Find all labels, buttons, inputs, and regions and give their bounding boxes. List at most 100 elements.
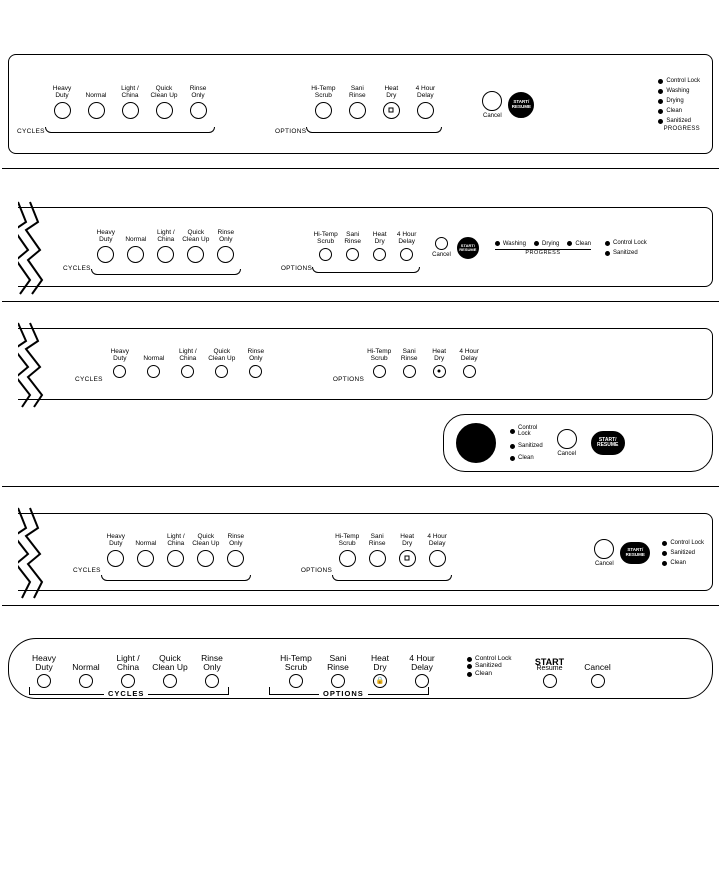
cancel-button[interactable] bbox=[594, 539, 614, 559]
cycle-label: Light / China bbox=[179, 347, 197, 363]
cycle-button[interactable] bbox=[97, 246, 114, 263]
cycle-button[interactable] bbox=[215, 365, 228, 378]
option-button[interactable] bbox=[415, 674, 429, 688]
cancel-button[interactable] bbox=[435, 237, 448, 250]
cycle-label: Heavy Duty bbox=[97, 228, 115, 244]
cycle-button[interactable] bbox=[217, 246, 234, 263]
cycle-label: Quick Clean Up bbox=[208, 347, 235, 363]
indicator: Clean bbox=[567, 241, 591, 247]
cycle-button[interactable] bbox=[205, 674, 219, 688]
cycle-label: Rinse Only bbox=[248, 347, 265, 363]
option-button[interactable] bbox=[289, 674, 303, 688]
start-button[interactable] bbox=[543, 674, 557, 688]
cycle-button[interactable] bbox=[187, 246, 204, 263]
cancel-button[interactable] bbox=[557, 429, 577, 449]
progress-heading: PROGRESS bbox=[495, 249, 591, 256]
separator bbox=[2, 301, 719, 302]
cycle-label: Heavy Duty bbox=[32, 650, 56, 672]
start-resume-button[interactable]: START/ RESUME bbox=[620, 542, 650, 564]
cycle-button[interactable] bbox=[54, 102, 71, 119]
option-button[interactable] bbox=[319, 248, 332, 261]
option-button[interactable] bbox=[315, 102, 332, 119]
cycle-button[interactable] bbox=[163, 674, 177, 688]
cycle-button[interactable] bbox=[79, 674, 93, 688]
cycle-button[interactable] bbox=[121, 674, 135, 688]
option-button[interactable] bbox=[383, 102, 400, 119]
indicator: Control Lock bbox=[605, 240, 647, 246]
options-group: Hi-Temp Scrub Sani Rinse Heat Dry 4 Hour… bbox=[312, 230, 420, 267]
cancel-col: Cancel bbox=[574, 650, 622, 688]
cycle-label: Light / China bbox=[116, 650, 139, 672]
cycle-button[interactable] bbox=[167, 550, 184, 567]
cycle-button[interactable] bbox=[197, 550, 214, 567]
option-label: 4 Hour Delay bbox=[416, 84, 436, 100]
cycle-button[interactable] bbox=[181, 365, 194, 378]
cycles-heading: CYCLES bbox=[73, 567, 101, 574]
indicator: Sanitized bbox=[658, 118, 700, 124]
option-button[interactable] bbox=[349, 102, 366, 119]
indicator: Control Lock bbox=[658, 78, 700, 84]
cycles-bracket-label: CYCLES bbox=[104, 689, 148, 698]
cycle-button[interactable] bbox=[127, 246, 144, 263]
cycle-button[interactable] bbox=[137, 550, 154, 567]
option-button[interactable] bbox=[429, 550, 446, 567]
cycle-label: Normal bbox=[143, 347, 164, 363]
sub-indicator-stack: Control Lock Sanitized Clean bbox=[510, 425, 543, 461]
cycles-heading: CYCLES bbox=[17, 128, 45, 135]
indicator: Sanitized bbox=[662, 550, 704, 556]
start-resume-button[interactable]: START/ RESUME bbox=[591, 431, 625, 455]
indicator: Washing bbox=[495, 241, 526, 247]
cycles-group: Heavy Duty Normal Light / China Quick Cl… bbox=[91, 228, 241, 269]
option-button[interactable] bbox=[400, 248, 413, 261]
cycle-button[interactable] bbox=[88, 102, 105, 119]
option-button[interactable] bbox=[373, 365, 386, 378]
separator bbox=[2, 168, 719, 169]
option-button[interactable] bbox=[331, 674, 345, 688]
option-button[interactable] bbox=[339, 550, 356, 567]
option-label: Sani Rinse bbox=[369, 532, 386, 548]
indicator: Clean bbox=[662, 560, 704, 566]
cancel-label: Cancel bbox=[483, 113, 502, 119]
cycle-label: Normal bbox=[135, 532, 156, 548]
cycle-label: Rinse Only bbox=[218, 228, 235, 244]
separator bbox=[2, 486, 719, 487]
cycles-underbar bbox=[45, 127, 215, 133]
option-button[interactable] bbox=[463, 365, 476, 378]
cycle-button[interactable] bbox=[37, 674, 51, 688]
option-button[interactable] bbox=[399, 550, 416, 567]
cycle-label: Rinse Only bbox=[201, 650, 223, 672]
mid-indicator-stack: Control Lock Sanitized Clean bbox=[467, 656, 512, 678]
cycles-underbar bbox=[91, 269, 241, 275]
cancel-button[interactable] bbox=[591, 674, 605, 688]
cycle-button[interactable] bbox=[249, 365, 262, 378]
cycles-group: Heavy Duty Normal Light / China Quick Cl… bbox=[45, 84, 215, 127]
cycle-button[interactable] bbox=[113, 365, 126, 378]
option-button[interactable] bbox=[369, 550, 386, 567]
option-button[interactable] bbox=[417, 102, 434, 119]
option-button[interactable] bbox=[403, 365, 416, 378]
dial-knob[interactable] bbox=[456, 423, 496, 463]
option-label: 4 Hour Delay bbox=[427, 532, 447, 548]
cycle-button[interactable] bbox=[157, 246, 174, 263]
cycle-label: Quick Clean Up bbox=[152, 650, 187, 672]
option-label: Heat Dry bbox=[400, 532, 414, 548]
option-label: Heat Dry bbox=[432, 347, 446, 363]
cycle-button[interactable] bbox=[122, 102, 139, 119]
indicator: Drying bbox=[658, 98, 700, 104]
option-button[interactable]: 🔒 bbox=[373, 674, 387, 688]
cycle-button[interactable] bbox=[156, 102, 173, 119]
cycle-label: Quick Clean Up bbox=[182, 228, 209, 244]
cancel-button[interactable] bbox=[482, 91, 502, 111]
start-resume-button[interactable]: START/ RESUME bbox=[457, 237, 479, 259]
panel-1: CYCLES Heavy Duty Normal Light / China Q… bbox=[8, 54, 713, 154]
cycle-button[interactable] bbox=[190, 102, 207, 119]
option-button[interactable] bbox=[373, 248, 386, 261]
option-label: Hi-Temp Scrub bbox=[335, 532, 359, 548]
cycle-label: Light / China bbox=[121, 84, 139, 100]
option-button[interactable] bbox=[346, 248, 359, 261]
start-resume-button[interactable]: START/ RESUME bbox=[508, 92, 534, 118]
cycle-button[interactable] bbox=[227, 550, 244, 567]
cycle-button[interactable] bbox=[147, 365, 160, 378]
cycle-button[interactable] bbox=[107, 550, 124, 567]
option-button[interactable] bbox=[433, 365, 446, 378]
